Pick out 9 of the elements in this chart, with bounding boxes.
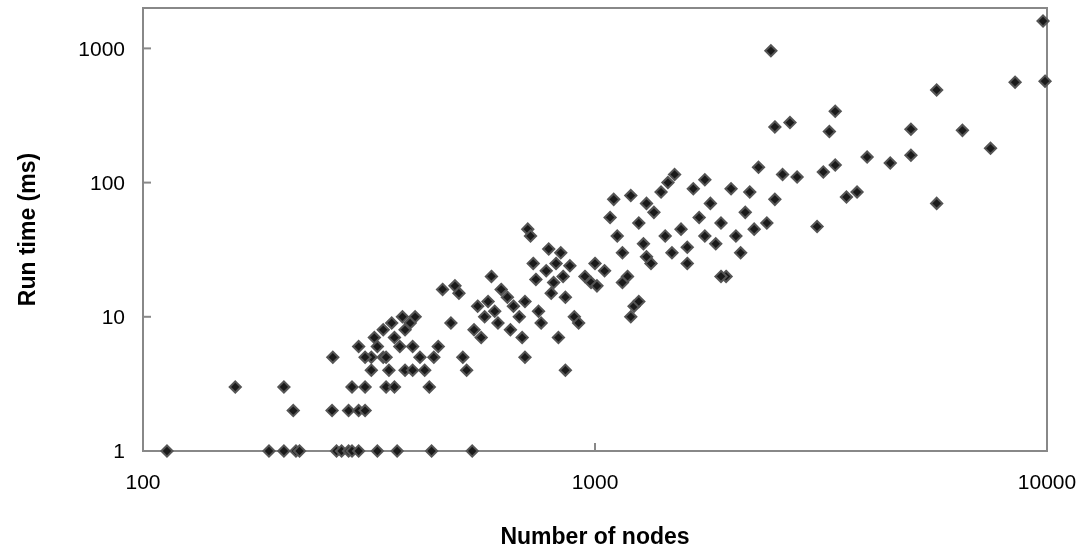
x-tick-label: 1000 [571, 470, 619, 493]
y-axis-title: Run time (ms) [14, 152, 40, 307]
x-tick-label: 10000 [1017, 470, 1077, 493]
y-tick-label: 1 [113, 439, 125, 463]
y-tick-label: 10 [101, 305, 125, 329]
x-tick-label: 100 [125, 470, 161, 493]
y-tick-label: 100 [89, 170, 125, 194]
x-axis-title: Number of nodes [500, 523, 690, 549]
y-tick-label: 1000 [78, 36, 125, 60]
